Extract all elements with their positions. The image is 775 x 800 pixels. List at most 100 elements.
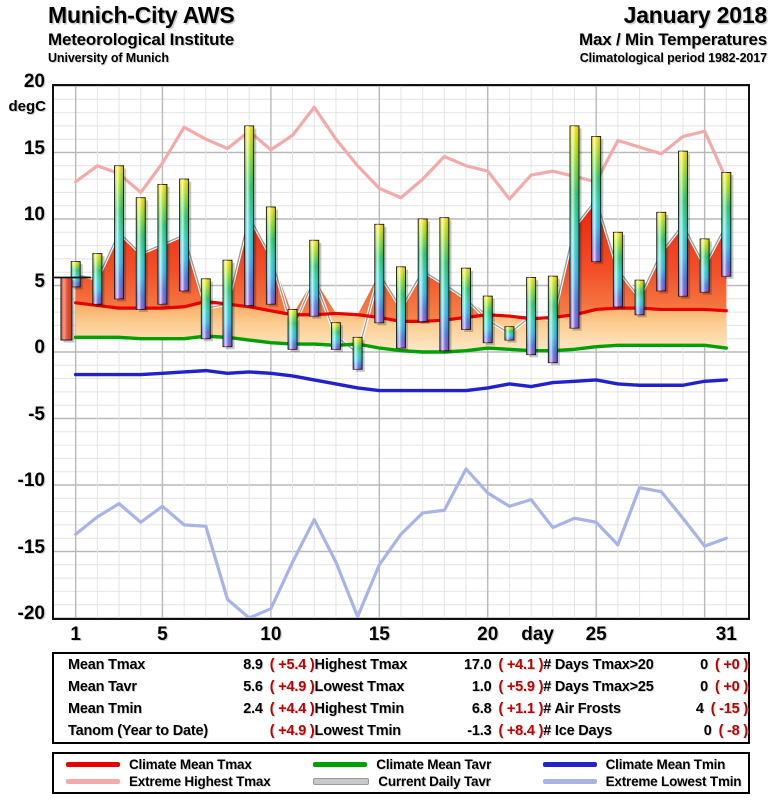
bar-gloss bbox=[635, 280, 645, 315]
statistic-value: 4 bbox=[695, 701, 704, 717]
legend-item: Climate Mean Tmax bbox=[54, 757, 313, 772]
legend-swatch-icon bbox=[542, 762, 597, 767]
y-tick-label: 5 bbox=[34, 270, 45, 292]
legend-item: Current Daily Tavr bbox=[313, 774, 542, 789]
bar-gloss bbox=[136, 197, 146, 310]
statistic-cell: # Days Tmax>25 0 ( +0 ) bbox=[543, 679, 748, 695]
statistic-cell: # Days Tmax>20 0 ( +0 ) bbox=[543, 657, 748, 673]
statistic-value: 17.0 bbox=[464, 657, 492, 673]
bar-gloss bbox=[678, 151, 688, 297]
legend-label: Climate Mean Tmax bbox=[129, 757, 252, 772]
statistic-cell: # Ice Days 0 ( -8 ) bbox=[543, 723, 748, 739]
bar-gloss bbox=[656, 212, 666, 291]
climatology-label: Climatological period 1982-2017 bbox=[579, 51, 767, 65]
statistic-label: Mean Tmax bbox=[68, 657, 146, 673]
bar-gloss bbox=[461, 268, 471, 330]
statistics-row: Mean Tmin 2.4 ( +4.4 ) Highest Tmin 6.8 ( +1.… bbox=[54, 698, 748, 720]
bar-gloss bbox=[396, 266, 406, 349]
y-axis-unit-label: degC bbox=[8, 98, 47, 115]
bar-gloss bbox=[223, 260, 232, 347]
y-tick-label: -20 bbox=[17, 603, 45, 624]
station-title: Munich-City AWS bbox=[48, 2, 235, 28]
bar-gloss bbox=[92, 253, 102, 305]
statistic-anomaly: ( -15 ) bbox=[710, 701, 748, 717]
legend-row: Climate Mean Tmax Climate Mean Tavr Climat… bbox=[54, 756, 748, 773]
legend-swatch-icon bbox=[313, 778, 370, 785]
statistics-row: Mean Tavr 5.6 ( +4.9 ) Lowest Tmax 1.0 ( +5.9… bbox=[54, 676, 748, 698]
legend-item: Climate Mean Tavr bbox=[313, 757, 542, 772]
statistic-label: Lowest Tmax bbox=[314, 679, 405, 695]
period-title: January 2018 bbox=[623, 2, 768, 28]
bar-gloss bbox=[266, 207, 276, 305]
extreme-lowest-tmin-line bbox=[74, 467, 728, 618]
y-tick-label: 0 bbox=[34, 337, 45, 358]
statistic-value: -1.3 bbox=[467, 723, 492, 739]
statistic-value: 0 bbox=[700, 657, 708, 673]
statistic-label: # Days Tmax>20 bbox=[543, 657, 654, 673]
bar-gloss bbox=[114, 165, 124, 299]
chart-canvas bbox=[54, 86, 748, 618]
bar-gloss bbox=[201, 278, 211, 339]
statistic-anomaly: ( +4.4 ) bbox=[269, 701, 315, 717]
x-axis-title: day bbox=[521, 624, 554, 645]
statistic-anomaly: ( +1.1 ) bbox=[498, 701, 544, 717]
x-tick-label: 20 bbox=[477, 624, 499, 645]
x-tick-label: 25 bbox=[585, 624, 607, 645]
x-tick-label: 10 bbox=[260, 624, 282, 645]
university-label: University of Munich bbox=[48, 51, 169, 65]
statistic-cell: Mean Tmin 2.4 ( +4.4 ) bbox=[54, 701, 315, 717]
climate-mean-tmin-line bbox=[73, 368, 729, 393]
statistic-label: Mean Tavr bbox=[68, 679, 137, 695]
header-left-block: Munich-City AWS Meteorological Institute… bbox=[48, 2, 235, 66]
bar-gloss bbox=[309, 240, 319, 317]
header-right-block: January 2018 Max / Min Temperatures Clim… bbox=[579, 2, 767, 66]
x-tick-label: 5 bbox=[157, 624, 168, 645]
statistic-cell: Lowest Tmin -1.3 ( +8.4 ) bbox=[315, 723, 544, 739]
statistic-label: # Air Frosts bbox=[543, 701, 621, 717]
y-tick-label: -15 bbox=[17, 536, 45, 558]
bar-gloss bbox=[591, 136, 601, 262]
statistic-cell: Mean Tavr 5.6 ( +4.9 ) bbox=[54, 679, 315, 695]
statistic-label: Mean Tmin bbox=[68, 701, 142, 717]
legend-item: Climate Mean Tmin bbox=[542, 757, 748, 772]
bar-gloss bbox=[157, 184, 167, 305]
statistic-cell: Highest Tmin 6.8 ( +1.1 ) bbox=[315, 701, 544, 717]
statistic-anomaly: ( +4.9 ) bbox=[269, 679, 315, 695]
statistic-value: 8.9 bbox=[243, 657, 263, 673]
bar-gloss bbox=[331, 322, 341, 350]
statistic-cell: Lowest Tmax 1.0 ( +5.9 ) bbox=[315, 679, 544, 695]
statistic-label: # Ice Days bbox=[543, 723, 613, 739]
statistic-anomaly: ( +8.4 ) bbox=[498, 723, 544, 739]
statistic-value: 5.6 bbox=[243, 679, 263, 695]
legend-label: Climate Mean Tavr bbox=[376, 757, 492, 772]
bar-gloss bbox=[374, 224, 384, 323]
statistic-cell: Tanom (Year to Date) ( +4.9 ) bbox=[54, 723, 315, 739]
climate-mean-tavr-line bbox=[73, 334, 729, 354]
statistic-value: 0 bbox=[700, 679, 708, 695]
bar-gloss bbox=[483, 296, 493, 343]
statistic-anomaly: ( +4.9 ) bbox=[269, 723, 315, 739]
legend-swatch-icon bbox=[66, 779, 120, 784]
y-tick-label: 15 bbox=[23, 137, 45, 159]
bar-gloss bbox=[244, 125, 254, 306]
bar-gloss bbox=[548, 276, 558, 363]
y-tick-label: 10 bbox=[23, 204, 45, 225]
statistic-anomaly: ( +4.1 ) bbox=[498, 657, 544, 673]
legend-label: Current Daily Tavr bbox=[378, 774, 491, 789]
statistic-label: # Days Tmax>25 bbox=[543, 679, 654, 695]
bar-gloss bbox=[439, 217, 449, 351]
statistic-value: 0 bbox=[703, 723, 712, 739]
statistic-anomaly: ( +5.4 ) bbox=[269, 657, 315, 673]
monthly-summary-bar bbox=[54, 276, 91, 343]
legend-swatch-icon bbox=[66, 762, 120, 767]
bar-gloss bbox=[570, 125, 579, 329]
bar-gloss bbox=[504, 326, 514, 341]
legend-item: Extreme Lowest Tmin bbox=[542, 774, 748, 789]
bar-gloss bbox=[613, 232, 623, 307]
statistic-cell: Highest Tmax 17.0 ( +4.1 ) bbox=[315, 657, 544, 673]
chart-header: Munich-City AWS Meteorological Institute… bbox=[0, 0, 775, 84]
legend-row: Extreme Highest Tmax Current Daily Tavr Ex… bbox=[54, 773, 748, 790]
chart-legend: Climate Mean Tmax Climate Mean Tavr Climat… bbox=[52, 752, 750, 794]
statistic-anomaly: ( +5.9 ) bbox=[498, 679, 544, 695]
warm-anomaly-fill bbox=[75, 199, 727, 322]
